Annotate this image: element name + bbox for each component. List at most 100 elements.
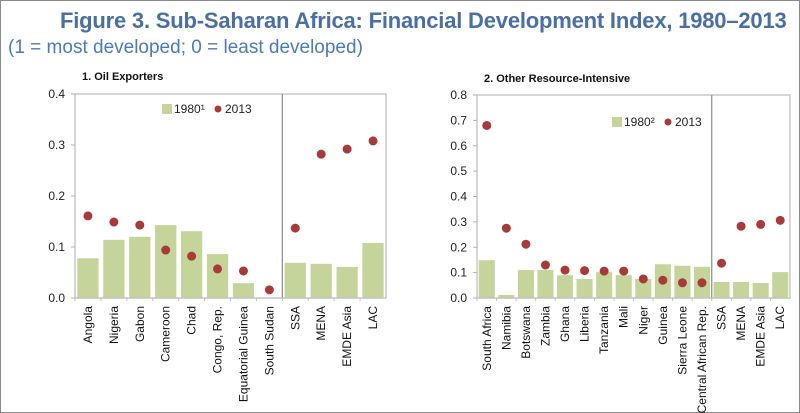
- dot-2013: [482, 120, 492, 130]
- dot-2013: [756, 219, 766, 229]
- category-label: Gabon: [133, 306, 147, 342]
- legend-label-2013: 2013: [225, 102, 252, 116]
- y-tick-label: 0.1: [48, 240, 65, 254]
- bar-1980: [129, 236, 151, 298]
- dot-2013: [316, 149, 326, 159]
- category-label: Tanzania: [597, 306, 611, 354]
- dot-2013: [264, 285, 274, 295]
- category-label: LAC: [773, 306, 787, 330]
- figure-subtitle: (1 = most developed; 0 = least developed…: [8, 37, 363, 58]
- y-tick-label: 0.6: [450, 139, 467, 153]
- category-label: South Africa: [480, 306, 494, 371]
- y-tick-label: 0.2: [450, 240, 467, 254]
- y-tick-label: 0.1: [450, 266, 467, 280]
- category-label: Zambia: [538, 306, 552, 346]
- legend-label-1980: 1980²: [624, 115, 655, 129]
- category-label: MENA: [734, 306, 748, 341]
- dot-2013: [501, 223, 511, 233]
- y-tick-label: 0.0: [48, 291, 65, 305]
- y-tick-label: 0.8: [450, 88, 467, 102]
- dot-2013: [521, 239, 531, 249]
- bar-1980: [615, 275, 632, 298]
- y-tick-label: 0.0: [450, 291, 467, 305]
- dot-2013: [342, 144, 352, 154]
- category-label: Namibia: [499, 306, 513, 350]
- dot-2013: [560, 265, 570, 275]
- dot-2013: [368, 136, 378, 146]
- category-label: EMDE Asia: [340, 306, 354, 367]
- bar-1980: [362, 242, 384, 298]
- category-label: Mali: [617, 306, 631, 328]
- bar-1980: [772, 272, 789, 298]
- panel-title: 1. Oil Exporters: [82, 71, 163, 83]
- bar-1980: [336, 266, 358, 298]
- bar-1980: [596, 272, 613, 298]
- bar-1980: [576, 278, 593, 298]
- category-label: EMDE Asia: [754, 306, 768, 367]
- bar-1980: [752, 283, 769, 298]
- bar-1980: [537, 270, 554, 298]
- dot-2013: [213, 264, 223, 274]
- y-tick-label: 0.2: [48, 189, 65, 203]
- category-label: Ghana: [558, 306, 572, 342]
- dot-2013: [638, 274, 648, 284]
- dot-2013: [161, 245, 171, 255]
- bar-1980: [310, 263, 332, 298]
- dot-2013: [290, 223, 300, 233]
- category-label: Equatorial Guinea: [236, 306, 250, 402]
- dot-2013: [619, 266, 629, 276]
- dot-2013: [83, 211, 93, 221]
- bar-1980: [180, 231, 203, 298]
- category-label: SSA: [288, 306, 302, 330]
- y-tick-label: 0.5: [450, 164, 467, 178]
- bar-1980: [635, 278, 652, 298]
- dot-2013: [697, 278, 707, 288]
- category-label: South Sudan: [262, 306, 276, 375]
- legend-label-2013: 2013: [675, 115, 702, 129]
- figure-title: Figure 3. Sub-Saharan Africa: Financial …: [60, 8, 787, 33]
- category-label: SSA: [715, 306, 729, 330]
- category-label: Cameroon: [159, 306, 173, 362]
- category-label: Liberia: [578, 306, 592, 342]
- dot-2013: [135, 220, 145, 230]
- category-label: Guinea: [656, 306, 670, 345]
- bar-1980: [517, 270, 534, 298]
- legend-swatch-1980: [612, 117, 622, 127]
- dot-2013: [109, 217, 119, 227]
- dot-2013: [677, 278, 687, 288]
- category-label: Sierra Leone: [675, 306, 689, 375]
- y-tick-label: 0.3: [450, 215, 467, 229]
- y-tick-label: 0.4: [48, 87, 65, 101]
- dot-2013: [238, 266, 248, 276]
- bar-1980: [103, 239, 125, 298]
- bar-1980: [284, 262, 306, 298]
- y-tick-label: 0.3: [48, 138, 65, 152]
- bar-1980: [498, 294, 515, 298]
- bar-1980: [206, 254, 229, 298]
- category-label: Botswana: [519, 306, 533, 359]
- legend-swatch-2013: [664, 118, 672, 126]
- category-label: Angola: [81, 306, 95, 344]
- category-label: Congo, Rep.: [211, 306, 225, 373]
- dot-2013: [658, 275, 668, 285]
- bar-1980: [733, 282, 750, 298]
- dot-2013: [580, 266, 590, 276]
- bar-1980: [478, 260, 495, 298]
- legend-swatch-1980: [162, 104, 172, 114]
- dot-2013: [717, 258, 727, 268]
- category-label: Central African Rep.: [695, 306, 709, 413]
- dot-2013: [736, 221, 746, 231]
- legend-label-1980: 1980¹: [174, 102, 205, 116]
- category-label: MENA: [314, 306, 328, 341]
- legend-swatch-2013: [214, 105, 222, 113]
- bar-1980: [232, 283, 255, 298]
- category-label: LAC: [366, 306, 380, 330]
- y-tick-label: 0.4: [450, 190, 467, 204]
- bar-1980: [713, 282, 730, 298]
- category-label: Nigeria: [107, 306, 121, 344]
- panel-title: 2. Other Resource-Intensive: [484, 73, 630, 85]
- bar-1980: [77, 258, 99, 298]
- bar-1980: [557, 275, 574, 298]
- category-label: Niger: [636, 306, 650, 335]
